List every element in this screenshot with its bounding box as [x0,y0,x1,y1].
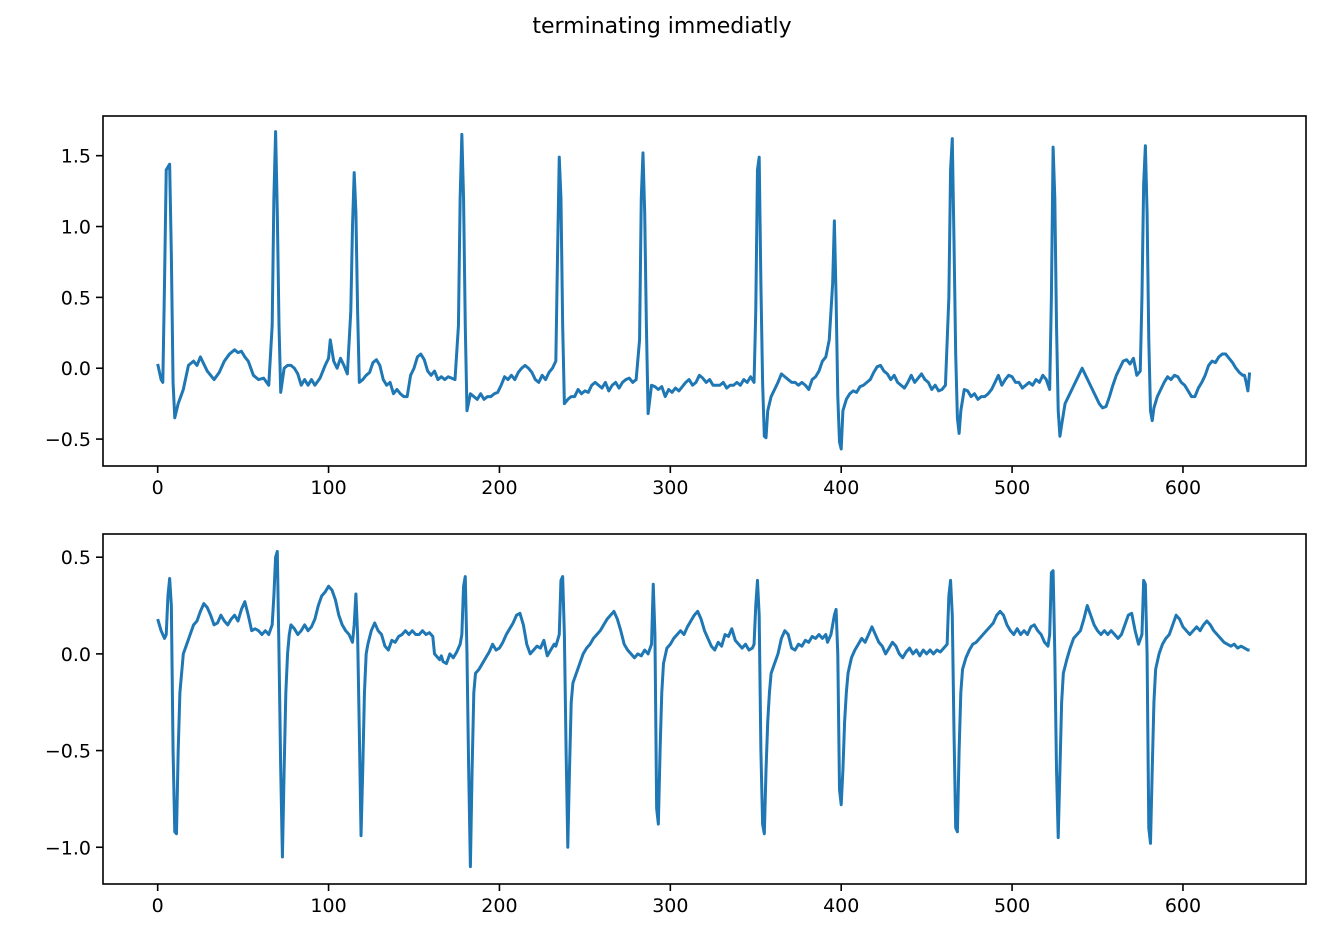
axes-frame [102,533,1307,885]
y-tick-label: 0.5 [61,287,91,309]
x-tick-label: 600 [1165,477,1201,499]
x-tick-label: 500 [994,895,1030,917]
x-tick-label: 600 [1165,895,1201,917]
x-tick-label: 300 [652,895,688,917]
top-subplot: 0 100 200 300 400 500 600 −0.5 0.0 0.5 1.0 1.5 [45,115,1307,499]
x-tick-label: 0 [152,895,164,917]
x-tick-label: 200 [481,895,517,917]
y-tick-label: 0.0 [61,644,91,666]
x-tick-label: 400 [823,477,859,499]
y-tick-label: −1.0 [45,837,91,859]
x-tick-label: 0 [152,477,164,499]
x-tick-label: 300 [652,477,688,499]
figure-title: terminating immediatly [532,14,792,39]
axes-frame [102,115,1307,467]
bottom-subplot: 0 100 200 300 400 500 600 −1.0 −0.5 0.0 0.5 [45,533,1307,917]
y-tick-label: 1.5 [61,146,91,168]
x-tick-label: 500 [994,477,1030,499]
x-tick-label: 100 [310,477,346,499]
y-tick-label: −0.5 [45,429,91,451]
x-tick-label: 400 [823,895,859,917]
y-tick-label: 1.0 [61,217,91,239]
x-tick-label: 200 [481,477,517,499]
y-tick-label: −0.5 [45,741,91,763]
y-tick-label: 0.0 [61,358,91,380]
y-tick-label: 0.5 [61,547,91,569]
x-tick-label: 100 [310,895,346,917]
series-line-0 [156,549,1250,869]
series-line-0 [156,130,1252,451]
